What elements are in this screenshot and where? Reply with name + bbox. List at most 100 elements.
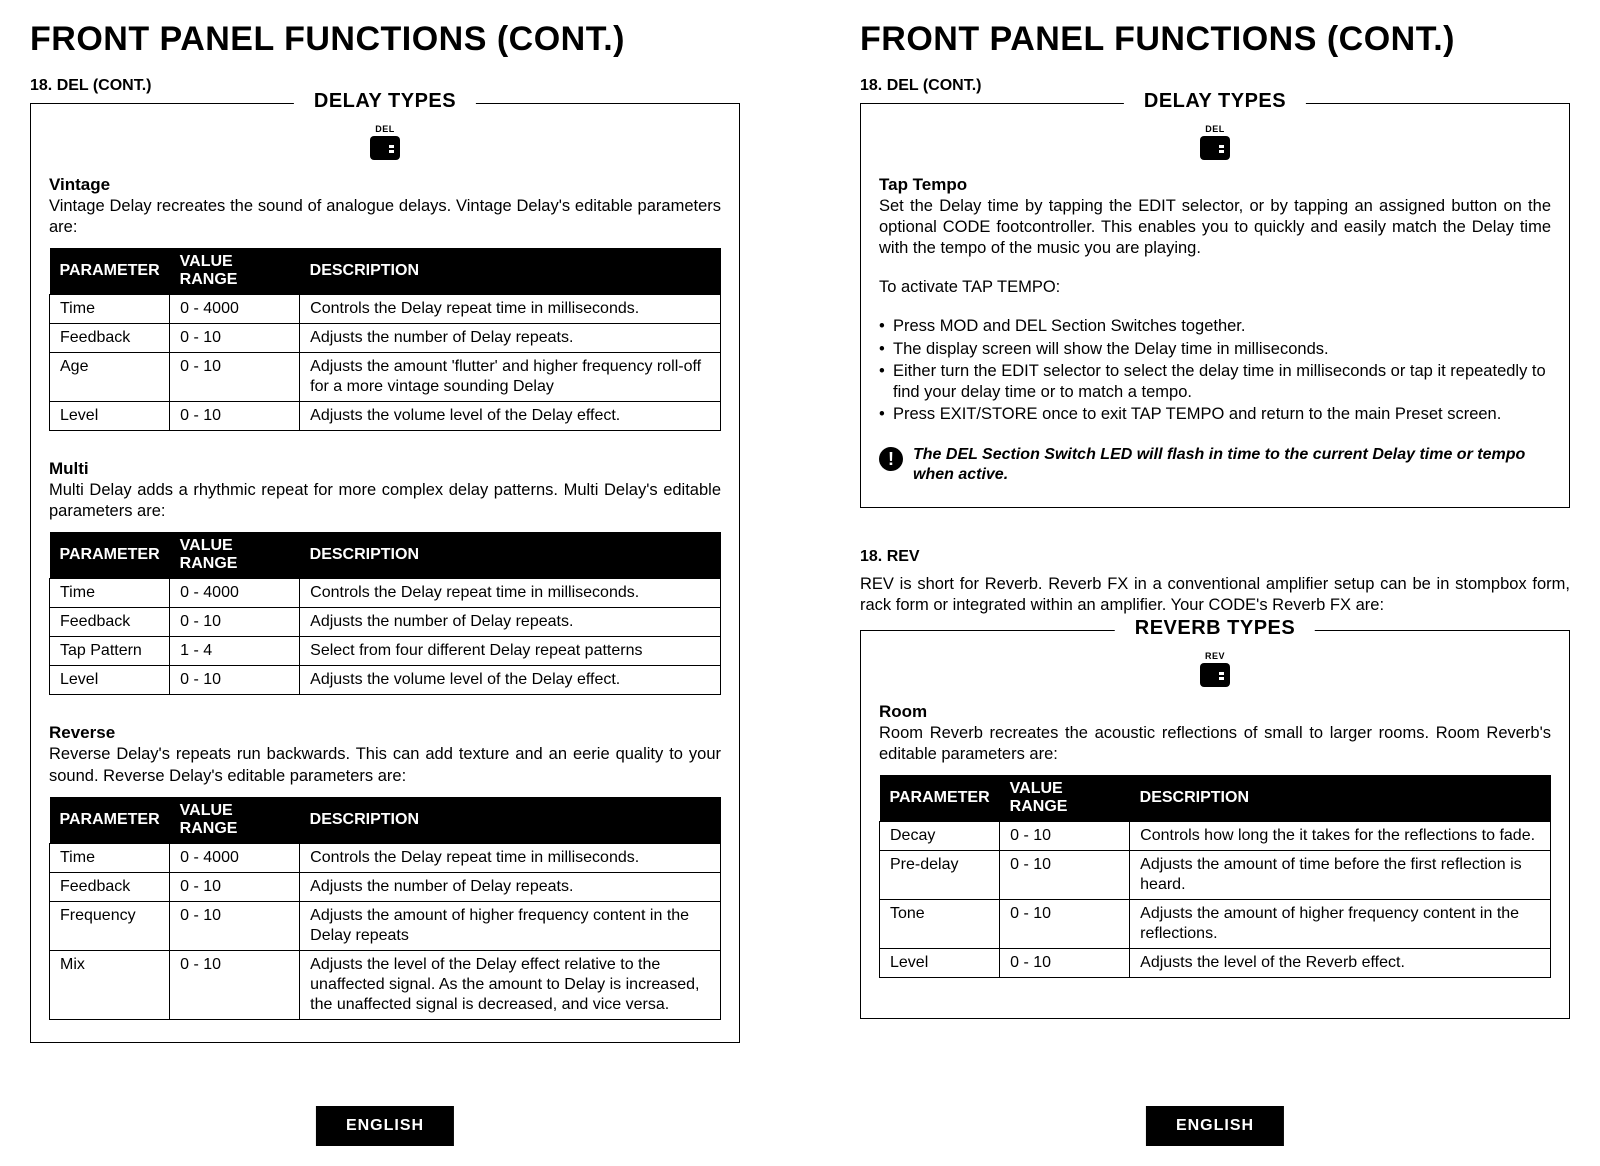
effect-name: Room	[879, 702, 1551, 722]
table-cell: Adjusts the number of Delay repeats.	[300, 872, 721, 901]
list-item: Press MOD and DEL Section Switches toget…	[879, 316, 1551, 337]
effect-name: Multi	[49, 459, 721, 479]
table-header: VALUE RANGE	[170, 532, 300, 579]
section-subhead: 18. REV	[860, 548, 1570, 566]
icon-label: DEL	[49, 124, 721, 134]
tap-steps: Press MOD and DEL Section Switches toget…	[879, 316, 1551, 425]
params-table: PARAMETERVALUE RANGEDESCRIPTIONTime0 - 4…	[49, 248, 721, 431]
del-icon-block: DEL	[879, 124, 1551, 165]
table-header: DESCRIPTION	[300, 797, 721, 844]
table-header: DESCRIPTION	[300, 248, 721, 295]
table-row: Level0 - 10Adjusts the level of the Reve…	[880, 949, 1551, 978]
table-cell: Time	[50, 579, 170, 608]
room-params-table: PARAMETERVALUE RANGEDESCRIPTIONDecay0 - …	[879, 775, 1551, 978]
left-page: FRONT PANEL FUNCTIONS (CONT.) 18. DEL (C…	[30, 20, 740, 1146]
table-header: DESCRIPTION	[1130, 775, 1551, 822]
table-cell: Time	[50, 843, 170, 872]
table-cell: Frequency	[50, 901, 170, 950]
effects-container: VintageVintage Delay recreates the sound…	[49, 175, 721, 1020]
table-cell: Decay	[880, 822, 1000, 851]
table-cell: 0 - 10	[1000, 900, 1130, 949]
rev-icon	[1200, 663, 1230, 687]
table-row: Tap Pattern1 - 4Select from four differe…	[50, 637, 721, 666]
table-row: Time0 - 4000Controls the Delay repeat ti…	[50, 579, 721, 608]
table-row: Feedback0 - 10Adjusts the number of Dela…	[50, 608, 721, 637]
info-text: The DEL Section Switch LED will flash in…	[913, 445, 1551, 485]
params-table: PARAMETERVALUE RANGEDESCRIPTIONTime0 - 4…	[49, 797, 721, 1020]
rev-icon-block: REV	[879, 651, 1551, 692]
table-cell: Controls the Delay repeat time in millis…	[300, 295, 721, 324]
table-row: Feedback0 - 10Adjusts the number of Dela…	[50, 872, 721, 901]
panel-title: DELAY TYPES	[1124, 90, 1306, 113]
table-row: Frequency0 - 10Adjusts the amount of hig…	[50, 901, 721, 950]
table-cell: 0 - 10	[170, 666, 300, 695]
table-cell: 0 - 4000	[170, 579, 300, 608]
list-item: Either turn the EDIT selector to select …	[879, 361, 1551, 403]
alert-icon	[879, 447, 903, 471]
delay-types-panel: DELAY TYPES DEL VintageVintage Delay rec…	[30, 103, 740, 1043]
effect-name: Reverse	[49, 723, 721, 743]
table-header: PARAMETER	[50, 797, 170, 844]
right-page: FRONT PANEL FUNCTIONS (CONT.) 18. DEL (C…	[860, 20, 1570, 1146]
table-cell: 0 - 10	[1000, 851, 1130, 900]
table-header: VALUE RANGE	[170, 797, 300, 844]
table-cell: 0 - 4000	[170, 295, 300, 324]
table-cell: Adjusts the amount of higher frequency c…	[1130, 900, 1551, 949]
effect-desc: Room Reverb recreates the acoustic refle…	[879, 723, 1551, 765]
table-header: VALUE RANGE	[170, 248, 300, 295]
page-title: FRONT PANEL FUNCTIONS (CONT.)	[860, 20, 1570, 59]
table-cell: Adjusts the amount of time before the fi…	[1130, 851, 1551, 900]
table-cell: Adjusts the number of Delay repeats.	[300, 608, 721, 637]
table-header: PARAMETER	[50, 248, 170, 295]
list-item: The display screen will show the Delay t…	[879, 339, 1551, 360]
table-cell: Level	[50, 402, 170, 431]
table-cell: Pre-delay	[880, 851, 1000, 900]
effect-desc: Reverse Delay's repeats run backwards. T…	[49, 744, 721, 786]
table-cell: Level	[880, 949, 1000, 978]
table-cell: Time	[50, 295, 170, 324]
table-row: Level0 - 10Adjusts the volume level of t…	[50, 402, 721, 431]
table-cell: Feedback	[50, 324, 170, 353]
table-cell: Adjusts the volume level of the Delay ef…	[300, 666, 721, 695]
rev-description: REV is short for Reverb. Reverb FX in a …	[860, 574, 1570, 616]
table-cell: Adjusts the amount 'flutter' and higher …	[300, 353, 721, 402]
table-cell: Adjusts the number of Delay repeats.	[300, 324, 721, 353]
table-row: Tone0 - 10Adjusts the amount of higher f…	[880, 900, 1551, 949]
table-cell: 0 - 10	[170, 353, 300, 402]
icon-label: REV	[879, 651, 1551, 661]
del-icon	[370, 136, 400, 160]
language-badge: ENGLISH	[1146, 1106, 1284, 1146]
table-row: Time0 - 4000Controls the Delay repeat ti…	[50, 295, 721, 324]
table-header: PARAMETER	[880, 775, 1000, 822]
table-row: Time0 - 4000Controls the Delay repeat ti…	[50, 843, 721, 872]
panel-title: REVERB TYPES	[1115, 617, 1315, 640]
table-header: VALUE RANGE	[1000, 775, 1130, 822]
table-cell: Age	[50, 353, 170, 402]
table-row: Pre-delay0 - 10Adjusts the amount of tim…	[880, 851, 1551, 900]
table-cell: Adjusts the volume level of the Delay ef…	[300, 402, 721, 431]
table-cell: 0 - 10	[170, 950, 300, 1019]
language-badge: ENGLISH	[316, 1106, 454, 1146]
effect-name: Vintage	[49, 175, 721, 195]
table-cell: 0 - 10	[1000, 949, 1130, 978]
table-cell: 0 - 10	[170, 402, 300, 431]
table-cell: Adjusts the amount of higher frequency c…	[300, 901, 721, 950]
tap-activate: To activate TAP TEMPO:	[879, 277, 1551, 298]
panel-title: DELAY TYPES	[294, 90, 476, 113]
table-row: Mix0 - 10Adjusts the level of the Delay …	[50, 950, 721, 1019]
table-cell: Feedback	[50, 608, 170, 637]
table-cell: 0 - 10	[170, 324, 300, 353]
table-cell: Adjusts the level of the Delay effect re…	[300, 950, 721, 1019]
table-cell: Feedback	[50, 872, 170, 901]
table-row: Age0 - 10Adjusts the amount 'flutter' an…	[50, 353, 721, 402]
table-cell: Tap Pattern	[50, 637, 170, 666]
table-row: Level0 - 10Adjusts the volume level of t…	[50, 666, 721, 695]
table-header: DESCRIPTION	[300, 532, 721, 579]
effect-desc: Vintage Delay recreates the sound of ana…	[49, 196, 721, 238]
info-box: The DEL Section Switch LED will flash in…	[879, 445, 1551, 485]
table-cell: 0 - 4000	[170, 843, 300, 872]
table-row: Feedback0 - 10Adjusts the number of Dela…	[50, 324, 721, 353]
table-cell: 0 - 10	[1000, 822, 1130, 851]
table-header: PARAMETER	[50, 532, 170, 579]
table-cell: Controls the Delay repeat time in millis…	[300, 843, 721, 872]
